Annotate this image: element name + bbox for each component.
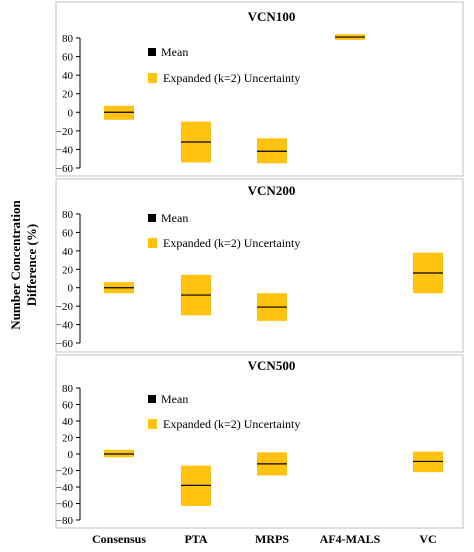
y-axis-title-line: Number Concentration (8, 200, 23, 330)
y-tick-label: 40 (62, 416, 74, 428)
y-tick-label: −80 (56, 515, 74, 527)
y-tick-label: −20 (56, 301, 74, 313)
panel-vcn100: VCN100 80 60 40 20 0 −20 −40 −60 Mean Expanded (k=… (55, 1, 464, 177)
y-tick-label: 20 (62, 433, 74, 445)
legend-mean-swatch (148, 395, 156, 403)
y-tick-label: −40 (56, 144, 74, 156)
category-label-pta: PTA (184, 532, 207, 546)
legend-uncertainty-label: Expanded (k=2) Uncertainty (163, 417, 300, 431)
y-tick-label: 60 (62, 227, 74, 239)
panel-frame (55, 354, 464, 529)
legend-mean-swatch (148, 214, 156, 222)
y-tick-label: 60 (62, 400, 74, 412)
category-label-vc: VC (419, 532, 436, 546)
y-tick-label: −20 (56, 126, 74, 138)
y-tick-label: 20 (62, 264, 74, 276)
y-tick-label: 80 (62, 209, 74, 221)
y-tick-label: −60 (56, 499, 74, 511)
category-labels: Consensus PTA MRPS AF4-MALS VC (92, 532, 437, 546)
y-axis-title: Number ConcentrationDifference (%) (8, 200, 39, 330)
y-tick-label: 60 (62, 52, 74, 64)
y-tick-label: 80 (62, 33, 74, 45)
y-tick-label: −40 (56, 482, 74, 494)
y-tick-label: 40 (62, 246, 74, 258)
legend-mean-label: Mean (161, 392, 188, 406)
y-tick-label: −40 (56, 320, 74, 332)
y-tick-label: 40 (62, 70, 74, 82)
y-tick-label: 0 (68, 107, 74, 119)
y-tick-label: 20 (62, 89, 74, 101)
panel-vcn500: VCN500 80 60 40 20 0 −20 −40 −60 −80 Mean Expanded … (55, 354, 464, 529)
category-label-af4-mals: AF4-MALS (320, 532, 381, 546)
panel-title: VCN100 (248, 9, 296, 24)
y-tick-label: −60 (56, 338, 74, 350)
legend-mean-swatch (148, 48, 156, 56)
category-label-mrps: MRPS (255, 532, 289, 546)
panel-title: VCN500 (248, 358, 296, 373)
legend-uncertainty-swatch (148, 238, 157, 248)
panel-frame (55, 178, 464, 353)
legend-uncertainty-swatch (148, 73, 157, 83)
panel-vcn200: VCN200 80 60 40 20 0 −20 −40 −60 Mean Expanded (k=… (55, 178, 464, 353)
y-tick-label: 0 (68, 283, 74, 295)
y-tick-label: 80 (62, 383, 74, 395)
y-tick-label: 0 (68, 449, 74, 461)
chart-panels: VCN100 80 60 40 20 0 −20 −40 −60 Mean Expanded (k=… (55, 1, 464, 529)
panel-title: VCN200 (248, 183, 296, 198)
category-label-consensus: Consensus (92, 532, 146, 546)
panel-frame (55, 1, 464, 177)
legend-mean-label: Mean (161, 45, 188, 59)
y-axis-label: Number ConcentrationDifference (%) (8, 200, 39, 330)
legend-uncertainty-label: Expanded (k=2) Uncertainty (163, 236, 300, 250)
y-tick-label: −60 (56, 163, 74, 175)
legend-uncertainty-swatch (148, 419, 157, 429)
legend-mean-label: Mean (161, 211, 188, 225)
y-tick-label: −20 (56, 466, 74, 478)
y-axis-title-line: Difference (%) (24, 224, 39, 306)
legend-uncertainty-label: Expanded (k=2) Uncertainty (163, 71, 300, 85)
